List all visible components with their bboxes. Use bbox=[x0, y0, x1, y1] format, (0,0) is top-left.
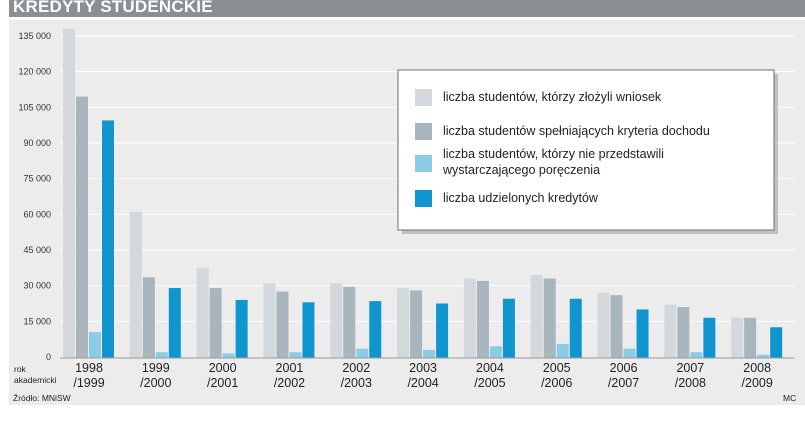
bar bbox=[302, 302, 315, 358]
y-tick-label: 60 000 bbox=[23, 209, 51, 219]
chart-title: KREDYTY STUDENCKIE bbox=[13, 0, 213, 16]
bar bbox=[369, 301, 382, 358]
x-tick-label: /2008 bbox=[675, 376, 706, 390]
bar bbox=[664, 304, 677, 358]
x-tick-label: /2007 bbox=[608, 376, 639, 390]
bar bbox=[129, 211, 142, 358]
bar bbox=[703, 317, 716, 358]
bar bbox=[76, 96, 88, 358]
x-tick-label: 2001 bbox=[276, 361, 304, 375]
bar bbox=[463, 278, 476, 358]
bar bbox=[410, 290, 423, 358]
y-tick-label: 15 000 bbox=[23, 316, 51, 326]
bar bbox=[731, 317, 744, 358]
x-tick-label: 2000 bbox=[209, 361, 237, 375]
x-tick-label: 2004 bbox=[476, 361, 504, 375]
x-tick-label: 2002 bbox=[342, 361, 370, 375]
bar bbox=[330, 283, 343, 358]
y-tick-label: 135 000 bbox=[18, 31, 51, 41]
legend-label: liczba studentów, którzy złożyli wniosek bbox=[443, 90, 662, 104]
legend-box bbox=[397, 69, 775, 231]
x-tick-label: 2003 bbox=[409, 361, 437, 375]
legend-label: liczba udzielonych kredytów bbox=[443, 191, 599, 205]
bar bbox=[235, 299, 248, 358]
y-tick-label: 30 000 bbox=[23, 281, 51, 291]
y-tick-label: 0 bbox=[46, 352, 51, 362]
bar bbox=[623, 348, 636, 358]
y-tick-label: 75 000 bbox=[23, 174, 51, 184]
x-tick-label: 2008 bbox=[743, 361, 771, 375]
axis-caption-rok: rok bbox=[14, 364, 27, 374]
bar bbox=[89, 332, 101, 358]
bar bbox=[677, 307, 690, 358]
bar bbox=[690, 352, 703, 358]
bar bbox=[543, 278, 556, 358]
x-tick-label: /2005 bbox=[474, 376, 505, 390]
bar bbox=[610, 295, 623, 358]
x-tick-label: /2009 bbox=[742, 376, 773, 390]
bar bbox=[757, 354, 770, 358]
author-credit: MC bbox=[783, 393, 796, 403]
legend-label: wystarczającego poręczenia bbox=[442, 163, 600, 177]
x-tick-label: /2002 bbox=[274, 376, 305, 390]
x-tick-label: /2004 bbox=[407, 376, 438, 390]
bar bbox=[744, 317, 757, 358]
bar bbox=[489, 346, 502, 358]
bars bbox=[63, 28, 783, 359]
legend-swatch bbox=[415, 155, 432, 172]
legend-label: liczba studentów spełniających kryteria … bbox=[443, 124, 710, 138]
bar bbox=[556, 343, 569, 358]
bar bbox=[423, 349, 436, 358]
y-tick-label: 45 000 bbox=[23, 245, 51, 255]
y-tick-label: 90 000 bbox=[23, 138, 51, 148]
bar bbox=[436, 303, 449, 358]
bar bbox=[102, 120, 114, 359]
bar bbox=[502, 298, 515, 358]
x-tick-label: 1998 bbox=[75, 361, 103, 375]
bar bbox=[569, 298, 582, 358]
bar bbox=[142, 277, 155, 358]
bar bbox=[209, 288, 222, 358]
bar bbox=[770, 327, 783, 358]
bar bbox=[397, 288, 410, 358]
bar bbox=[356, 348, 369, 358]
bar bbox=[597, 292, 610, 358]
bar bbox=[168, 288, 181, 358]
legend-items: liczba studentów, którzy złożyli wniosek… bbox=[415, 89, 710, 207]
legend-swatch bbox=[415, 190, 432, 207]
x-tick-label: /2006 bbox=[541, 376, 572, 390]
x-tick-label: /2000 bbox=[140, 376, 171, 390]
bar bbox=[636, 309, 649, 358]
bar bbox=[476, 280, 489, 358]
bar bbox=[530, 274, 543, 358]
y-axis-ticks: 0 15 000 30 000 45 000 60 000 75 000 90 000 105… bbox=[18, 31, 51, 362]
bar bbox=[343, 286, 356, 358]
legend: liczba studentów, którzy złożyli wniosek… bbox=[397, 69, 778, 234]
bar bbox=[276, 291, 289, 358]
legend-swatch bbox=[415, 89, 432, 106]
bar bbox=[222, 353, 235, 358]
y-tick-label: 105 000 bbox=[18, 102, 51, 112]
bar bbox=[155, 352, 168, 358]
bar bbox=[263, 283, 276, 358]
y-tick-label: 120 000 bbox=[18, 67, 51, 77]
legend-swatch bbox=[415, 123, 432, 140]
legend-label: liczba studentów, którzy nie przedstawil… bbox=[443, 147, 664, 161]
x-tick-label: /1999 bbox=[73, 376, 104, 390]
x-tick-label: 2006 bbox=[610, 361, 638, 375]
x-tick-label: 2007 bbox=[676, 361, 704, 375]
x-tick-label: 2005 bbox=[543, 361, 571, 375]
x-tick-label: 1999 bbox=[142, 361, 170, 375]
source-note: Źródło: MNiSW bbox=[13, 393, 71, 403]
x-tick-label: /2001 bbox=[207, 376, 238, 390]
bar bbox=[196, 267, 209, 358]
x-axis-ticks: 1998/1999 1999/2000 2000/2001 2001/2002 2002… bbox=[73, 361, 773, 390]
axis-caption-akademicki: akademicki bbox=[14, 375, 57, 385]
bar bbox=[63, 28, 75, 358]
chart-header: KREDYTY STUDENCKIE bbox=[9, 0, 805, 17]
bar bbox=[289, 352, 302, 358]
x-tick-label: /2003 bbox=[341, 376, 372, 390]
